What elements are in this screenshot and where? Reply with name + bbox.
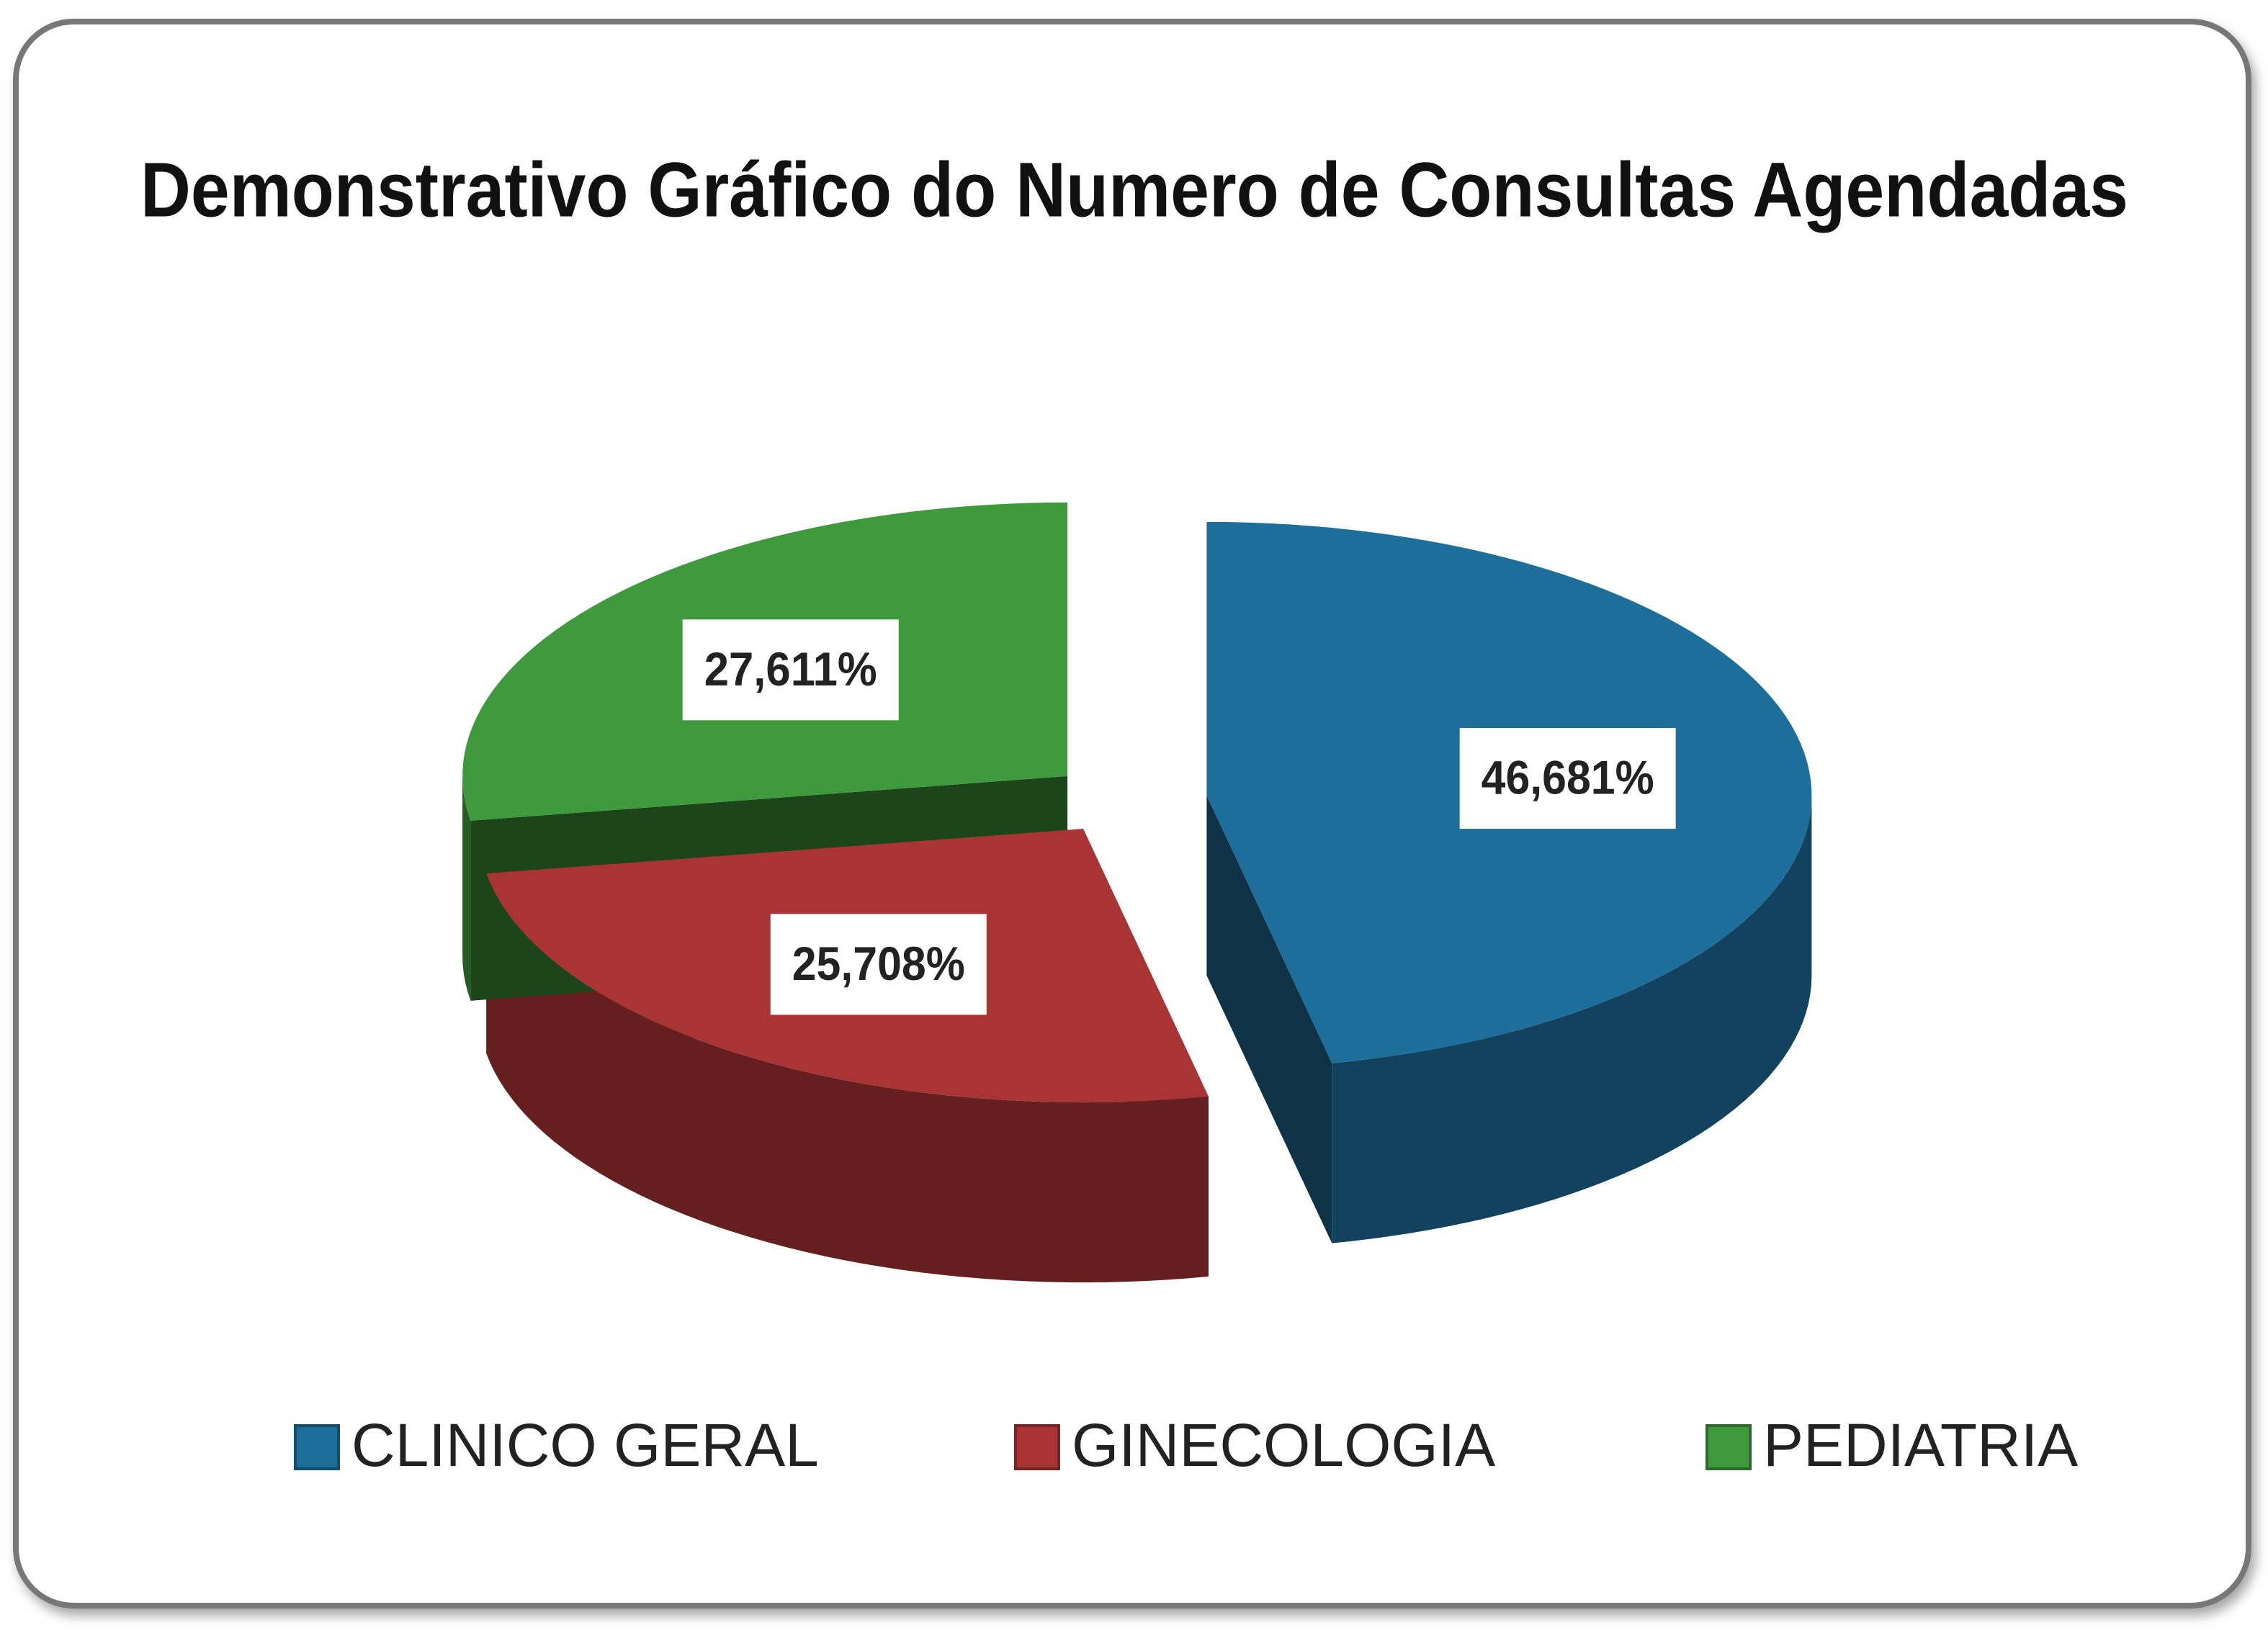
chart-frame: [13, 19, 2251, 1609]
data-label: 25,708%: [792, 937, 965, 990]
data-label-box: [1459, 728, 1676, 829]
data-label-box: [682, 619, 899, 721]
legend-label: PEDIATRIA: [1763, 1411, 2078, 1479]
slice-side: [462, 775, 471, 1001]
legend-swatch: [294, 1424, 340, 1470]
data-label: 27,611%: [704, 642, 877, 696]
data-label-box: [770, 914, 987, 1015]
slice-wall: [1206, 795, 1332, 1243]
slice-side: [486, 873, 1209, 1283]
data-label: 46,681%: [1482, 751, 1654, 804]
legend-label: CLINICO GERAL: [351, 1411, 819, 1479]
slice-side: [1332, 795, 1812, 1243]
chart-title: Demonstrativo Gráfico do Numero de Consu…: [140, 146, 2128, 233]
legend-swatch: [1014, 1424, 1060, 1470]
legend-label: GINECOLOGIA: [1072, 1411, 1495, 1479]
legend-swatch: [1706, 1424, 1752, 1470]
